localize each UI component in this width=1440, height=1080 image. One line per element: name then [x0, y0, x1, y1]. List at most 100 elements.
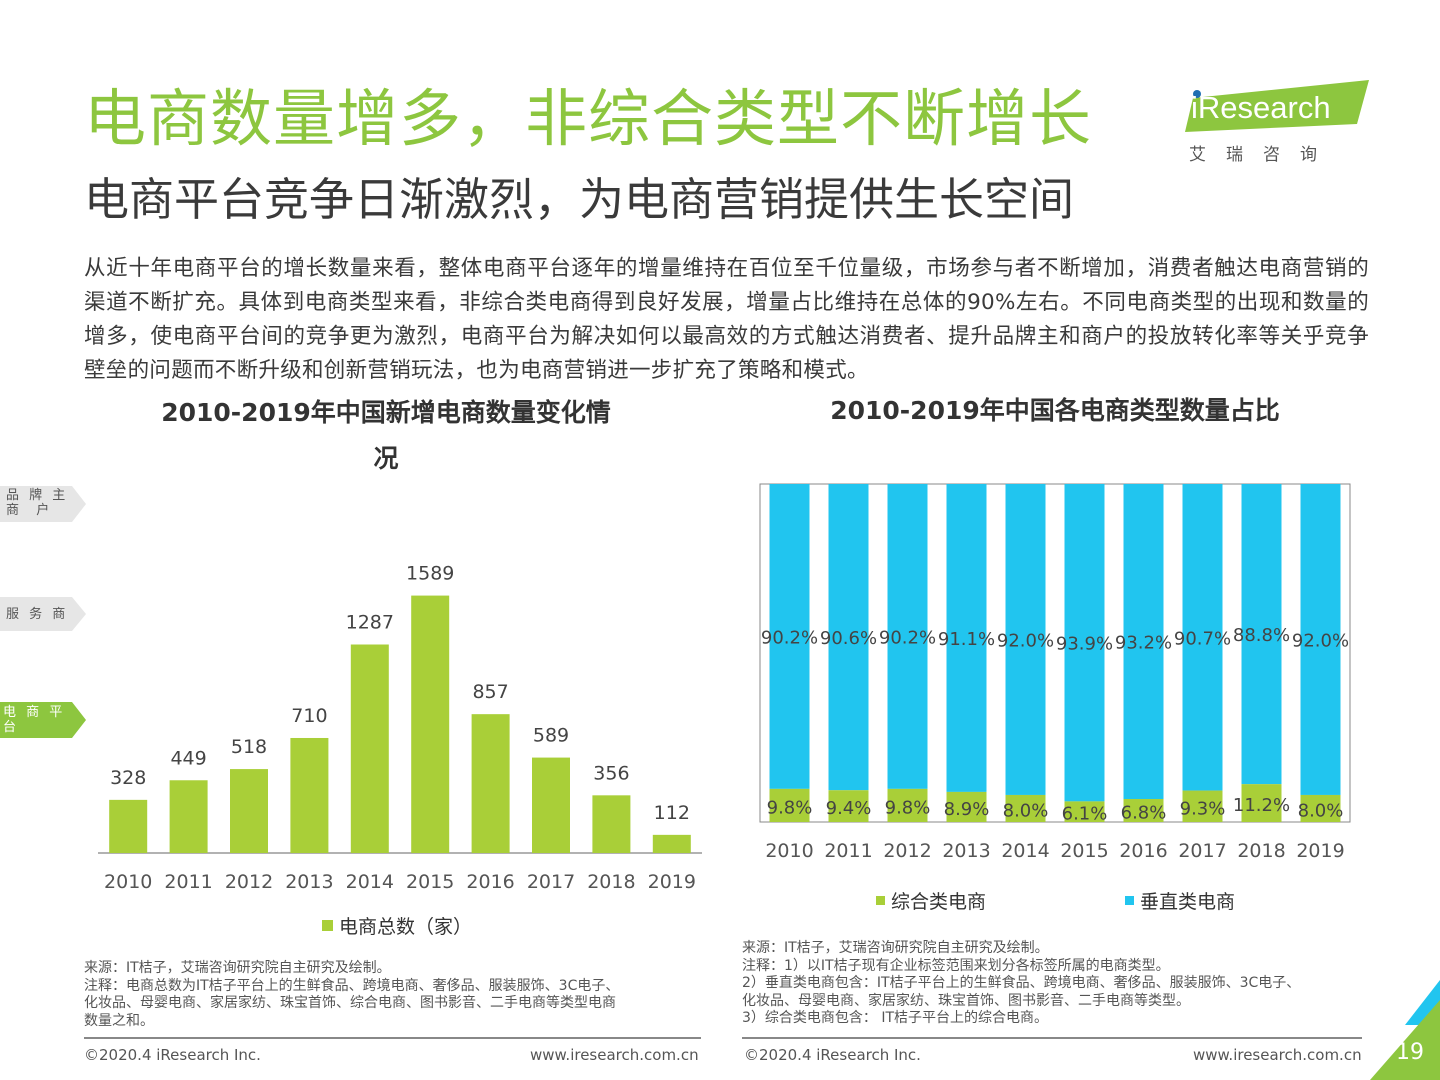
comprehensive-bar-2017 — [1182, 790, 1223, 822]
x-tick-2018: 2018 — [587, 871, 635, 893]
x-tick-2018: 2018 — [1237, 840, 1285, 862]
side-tab-platform-shape — [0, 702, 86, 738]
legend-label-total: 电商总数（家） — [339, 916, 473, 938]
comprehensive-label-2019: 8.0% — [1298, 800, 1344, 821]
vertical-label-2013: 91.1% — [938, 629, 995, 650]
vertical-label-2012: 90.2% — [879, 627, 936, 648]
legend-swatch-vertical — [1125, 896, 1134, 905]
data-label-2015: 1589 — [406, 563, 454, 585]
legend-swatch-total — [322, 920, 333, 931]
x-tick-2010: 2010 — [765, 840, 813, 862]
legend-label-comprehensive: 综合类电商 — [891, 891, 987, 913]
vertical-bar-2018 — [1241, 484, 1282, 785]
comprehensive-label-2012: 9.8% — [885, 797, 931, 818]
x-tick-2012: 2012 — [883, 840, 931, 862]
x-tick-2017: 2017 — [1178, 840, 1226, 862]
x-tick-2019: 2019 — [648, 871, 696, 893]
bar-2015 — [411, 595, 450, 853]
vertical-bar-2014 — [1005, 484, 1046, 795]
comprehensive-bar-2012 — [887, 788, 928, 822]
plot-frame — [759, 483, 1351, 823]
x-tick-2011: 2011 — [164, 871, 212, 893]
data-label-2011: 449 — [170, 747, 206, 769]
side-tab-brand[interactable]: 品 牌 主 商 户 — [0, 486, 70, 520]
page-title: 电商数量增多，非综合类型不断增长 — [84, 82, 1093, 155]
x-tick-2016: 2016 — [466, 871, 514, 893]
bar-2014 — [350, 644, 389, 853]
footer-url-left[interactable]: www.iresearch.com.cn — [530, 1046, 699, 1064]
x-tick-2014: 2014 — [1001, 840, 1049, 862]
data-label-2016: 857 — [472, 681, 508, 703]
side-tab-service-label: 服 务 商 — [6, 606, 69, 622]
comprehensive-bar-2016 — [1123, 799, 1164, 822]
x-tick-2013: 2013 — [942, 840, 990, 862]
vertical-label-2010: 90.2% — [761, 627, 818, 648]
comprehensive-label-2015: 6.1% — [1062, 804, 1108, 825]
side-tab-platform-label: 电 商 平 台 — [3, 705, 66, 735]
comprehensive-label-2014: 8.0% — [1003, 800, 1049, 821]
vertical-bar-2017 — [1182, 484, 1223, 791]
x-tick-2019: 2019 — [1296, 840, 1344, 862]
side-tab-platform[interactable]: 电 商 平 台 — [0, 703, 70, 737]
vertical-label-2011: 90.6% — [820, 628, 877, 649]
side-tab-service[interactable]: 服 务 商 — [0, 597, 70, 631]
page-subtitle: 电商平台竞争日渐激烈，为电商营销提供生长空间 — [84, 173, 1075, 226]
x-tick-2016: 2016 — [1119, 840, 1167, 862]
right-note-line: 化妆品、母婴电商、家居家纺、珠宝首饰、图书影音、二手电商等类型。 — [742, 992, 1190, 1009]
comprehensive-label-2013: 8.9% — [944, 799, 990, 820]
right-note-line: 2）垂直类电商包含：IT桔子平台上的生鲜食品、跨境电商、奢侈品、服装服饰、3C电… — [742, 975, 1301, 991]
x-tick-2014: 2014 — [346, 871, 394, 893]
x-tick-2010: 2010 — [104, 871, 152, 893]
data-label-2012: 518 — [231, 736, 267, 758]
vertical-bar-2013 — [946, 484, 987, 792]
footer-divider-right — [742, 1037, 1362, 1039]
comprehensive-bar-2015 — [1064, 801, 1105, 822]
left-note-line: 注释：电商总数为IT桔子平台上的生鲜食品、跨境电商、奢侈品、服装服饰、3C电子、 — [84, 977, 620, 994]
left-note-line: 化妆品、母婴电商、家居家纺、珠宝首饰、综合电商、图书影音、二手电商等类型电商 — [84, 995, 616, 1011]
data-label-2013: 710 — [291, 705, 327, 727]
comprehensive-label-2018: 11.2% — [1233, 795, 1290, 816]
bar-2012 — [230, 769, 268, 853]
comprehensive-label-2011: 9.4% — [826, 798, 872, 819]
right-note-line: 注释：1）以IT桔子现有企业标签范围来划分各标签所属的电商类型。 — [742, 957, 1170, 974]
comprehensive-label-2017: 9.3% — [1180, 798, 1226, 819]
left-chart-title: 2010-2019年中国新增电商数量变化情 况 — [96, 390, 676, 482]
x-tick-2011: 2011 — [824, 840, 872, 862]
data-label-2017: 589 — [533, 725, 569, 747]
footer-divider-left — [84, 1037, 701, 1039]
legend-swatch-comprehensive — [876, 896, 885, 905]
bar-2010 — [109, 799, 148, 853]
right-stacked-chart: 90.2% 9.8% 2010 90.6% 9.4% 2011 90.2% 9.8% 2012 9… — [759, 483, 1351, 862]
bar-2017 — [532, 757, 570, 853]
bar-2013 — [290, 737, 329, 853]
comprehensive-bar-2011 — [828, 790, 869, 822]
x-tick-2015: 2015 — [1060, 840, 1108, 862]
data-label-2010: 328 — [110, 767, 146, 789]
footer-url-right[interactable]: www.iresearch.com.cn — [1193, 1046, 1362, 1064]
vertical-label-2019: 92.0% — [1292, 630, 1349, 651]
bar-2011 — [169, 780, 208, 853]
side-tab-brand-line1: 品 牌 主 — [6, 488, 69, 503]
bar-2018 — [592, 795, 631, 853]
right-notes: 来源：IT桔子，艾瑞咨询研究院自主研究及绘制。 注释：1）以IT桔子现有企业标签… — [742, 940, 1300, 1028]
side-tab-service-shape — [0, 597, 86, 631]
right-legend-vertical: 垂直类电商 — [1125, 887, 1235, 914]
data-label-2014: 1287 — [346, 612, 394, 634]
footer-copyright-right: ©2020.4 iResearch Inc. — [744, 1046, 921, 1064]
vertical-bar-2019 — [1300, 484, 1341, 795]
left-note-line: 来源：IT桔子，艾瑞咨询研究院自主研究及绘制。 — [84, 960, 391, 976]
vertical-label-2018: 88.8% — [1233, 625, 1290, 646]
vertical-bar-2012 — [887, 484, 928, 789]
right-legend-comprehensive: 综合类电商 — [876, 887, 986, 914]
page-number: 19 — [1396, 1040, 1424, 1065]
bar-2016 — [471, 714, 510, 853]
data-label-2019: 112 — [654, 802, 690, 824]
x-tick-2013: 2013 — [285, 871, 333, 893]
vertical-label-2015: 93.9% — [1056, 634, 1113, 655]
vertical-label-2016: 93.2% — [1115, 633, 1172, 654]
corner-decoration — [1370, 980, 1440, 1080]
bar-2019 — [652, 834, 691, 853]
comprehensive-bar-2014 — [1005, 794, 1046, 822]
x-tick-2015: 2015 — [406, 871, 454, 893]
comprehensive-bar-2018 — [1241, 784, 1282, 822]
